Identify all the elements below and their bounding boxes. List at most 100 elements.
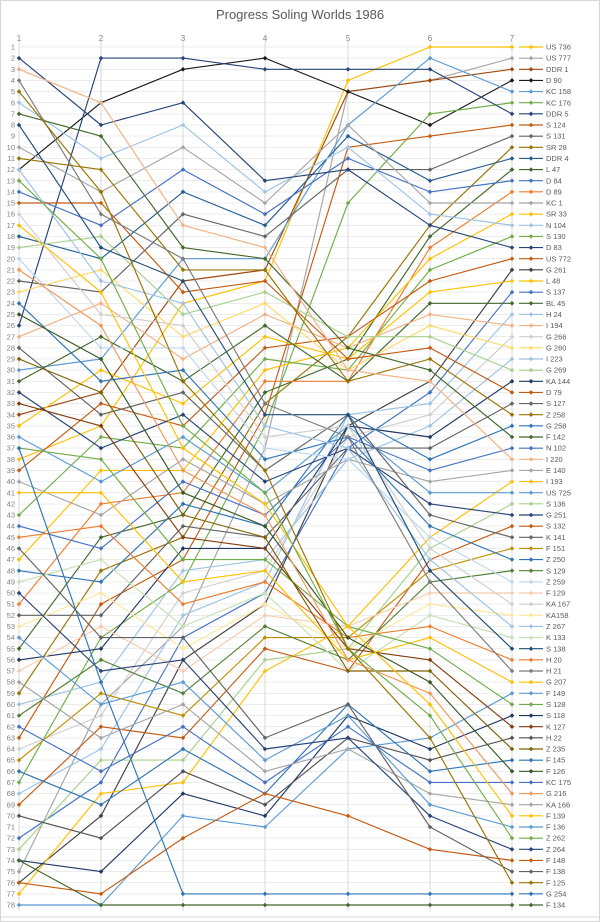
data-point-marker [345,156,351,161]
data-point-marker [262,423,268,429]
data-point-marker [180,490,186,496]
legend-item: G 266 [519,332,566,341]
data-point-marker [16,624,22,629]
legend-label: D 90 [546,76,562,85]
legend-item: F 125 [519,878,565,887]
legend-label: Z 264 [546,845,565,854]
data-point-marker [427,668,433,674]
data-point-marker [16,468,22,473]
data-point-marker [16,211,22,217]
data-point-marker [427,780,433,785]
data-point-marker [427,902,433,908]
data-point-marker [180,768,186,774]
data-point-marker [180,657,186,663]
rank-label: 53 [7,622,15,631]
rank-label: 56 [7,655,15,664]
rank-label: 10 [7,143,15,152]
data-point-marker [528,557,534,562]
legend-item: KC 176 [519,98,571,107]
data-point-marker [427,534,433,540]
data-point-marker [427,401,433,406]
data-point-marker [180,423,186,429]
data-point-marker [16,568,22,574]
data-point-marker [262,479,268,484]
legend-item: I 220 [519,455,563,464]
data-point-marker [509,802,515,808]
data-point-marker [98,334,104,340]
data-point-marker [509,122,515,128]
data-point-marker [16,523,22,529]
data-point-marker [345,657,351,663]
series-ddr-5 [16,55,515,328]
data-point-marker [528,835,534,841]
data-point-marker [345,356,351,362]
chart-title: Progress Soling Worlds 1986 [215,7,385,22]
data-point-marker [427,412,433,418]
data-point-marker [427,300,433,306]
data-point-marker [509,624,515,629]
data-point-marker [98,646,104,652]
data-point-marker [16,412,22,418]
data-point-marker [16,713,22,718]
data-point-marker [262,546,268,551]
series-f-142 [16,111,515,440]
legend-item: K 127 [519,722,566,731]
data-point-marker [180,624,186,629]
data-point-marker [427,802,433,808]
data-point-marker [180,434,186,440]
data-point-marker [509,713,515,718]
data-point-marker [16,189,22,195]
legend-label: K 141 [546,533,566,542]
data-point-marker [262,323,268,328]
rank-label: 47 [7,555,15,564]
data-point-marker [180,456,186,462]
rank-label: 13 [7,176,15,185]
series-g-260 [16,267,515,373]
data-point-marker [98,568,104,574]
data-point-marker [528,245,534,250]
legend-item: US 777 [519,54,571,63]
legend-item: S 127 [519,399,566,408]
data-point-marker [528,133,534,139]
data-point-marker [427,523,433,529]
legend-label: G 266 [546,332,566,341]
data-point-marker [528,111,534,117]
data-point-marker [509,880,515,886]
race-label: 7 [510,34,515,43]
rank-label: 28 [7,343,15,352]
data-point-marker [98,624,104,629]
legend-label: KC 176 [546,98,571,107]
data-point-marker [98,612,104,618]
data-point-marker [528,768,534,774]
data-point-marker [16,267,22,273]
legend-label: SR 28 [546,143,567,152]
data-point-marker [180,724,186,730]
legend-item: H 22 [519,733,562,742]
data-point-marker [262,178,268,184]
rank-label: 15 [7,199,15,208]
data-point-marker [528,858,534,863]
legend-label: F 138 [546,867,565,876]
data-point-marker [427,289,433,295]
data-point-marker [345,200,351,206]
legend-item: SR 28 [519,143,567,152]
data-point-marker [509,869,515,874]
legend-label: D 84 [546,176,562,185]
data-point-marker [16,534,22,540]
data-point-marker [345,713,351,718]
data-point-marker [427,813,433,819]
legend-item: US 772 [519,254,571,263]
data-point-marker [262,657,268,663]
data-point-marker [528,44,534,50]
legend-label: G 269 [546,366,566,375]
data-point-marker [262,813,268,819]
legend-label: G 261 [546,265,566,274]
rank-label: 22 [7,277,15,286]
legend-item: D 90 [519,76,562,85]
data-point-marker [528,211,534,217]
legend-label: H 22 [546,733,562,742]
data-point-marker [528,813,534,819]
data-point-marker [180,222,186,228]
rank-label: 43 [7,511,15,520]
